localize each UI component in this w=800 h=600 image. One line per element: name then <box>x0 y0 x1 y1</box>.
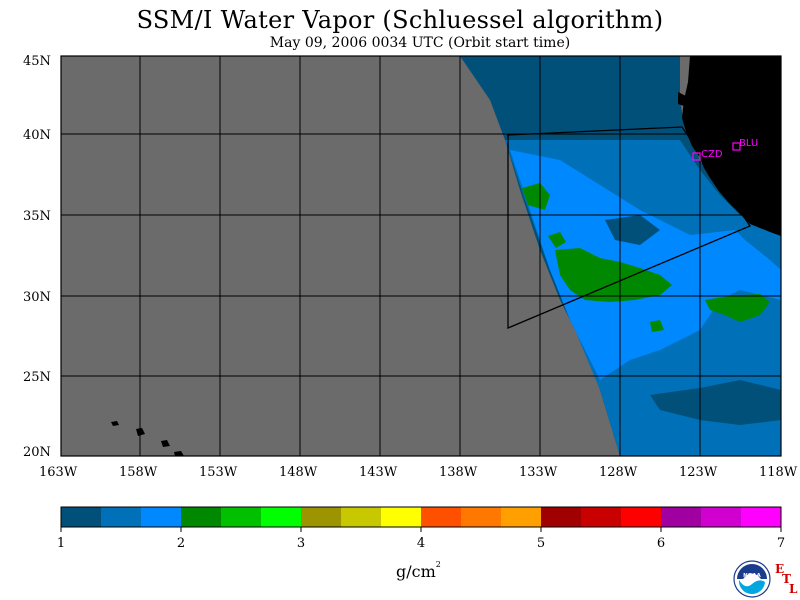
lon-label: 123W <box>679 465 718 480</box>
lon-label: 133W <box>519 465 558 480</box>
map-panel: CZD BLU <box>60 55 782 457</box>
colorbar-swatch <box>381 507 422 527</box>
swath-dark-blue-lower <box>650 380 781 425</box>
colorbar-swatch <box>61 507 102 527</box>
colorbar-unit: g/cm2 <box>396 560 441 581</box>
lon-label: 163W <box>39 465 78 480</box>
station-czd-label: CZD <box>701 149 723 160</box>
moisture-patch-small <box>548 232 566 248</box>
moisture-patch-small-2 <box>650 320 664 332</box>
etl-letter: T <box>782 572 791 586</box>
land-mass <box>682 56 781 236</box>
colorbar-swatch <box>261 507 302 527</box>
colorbar-swatch <box>541 507 582 527</box>
etl-letter: L <box>789 582 798 596</box>
lon-label: 118W <box>759 465 798 480</box>
colorbar-tick-label: 6 <box>657 536 665 551</box>
lon-label: 153W <box>199 465 238 480</box>
colorbar <box>60 506 782 528</box>
moisture-patch-central <box>555 248 672 302</box>
analysis-triangle <box>507 126 751 329</box>
lon-label: 158W <box>119 465 158 480</box>
station-czd[interactable]: CZD <box>692 149 723 161</box>
colorbar-tick-label: 7 <box>777 536 785 551</box>
colorbar-tick-label: 3 <box>297 536 305 551</box>
colorbar-swatch <box>341 507 382 527</box>
colorbar-swatch <box>621 507 662 527</box>
lon-label: 128W <box>599 465 638 480</box>
lat-label: 20N <box>23 445 51 460</box>
colorbar-swatch <box>181 507 222 527</box>
colorbar-tick-label: 5 <box>537 536 545 551</box>
lon-label: 143W <box>359 465 398 480</box>
lat-label: 30N <box>23 290 51 305</box>
unit-text: g/cm <box>396 562 436 581</box>
longitude-labels: 163W 158W 153W 148W 143W 138W 133W 128W … <box>39 465 798 480</box>
map-frame <box>60 55 782 457</box>
colorbar-swatch <box>701 507 742 527</box>
lon-label: 138W <box>439 465 478 480</box>
moisture-patch-north <box>522 183 550 210</box>
island-hawaii <box>174 451 184 456</box>
noaa-logo: NOAA <box>733 560 771 598</box>
colorbar-swatch <box>461 507 502 527</box>
lat-label: 40N <box>23 128 51 143</box>
etl-logo: E T L <box>772 560 800 598</box>
colorbar-swatch <box>581 507 622 527</box>
colorbar-tick-label: 2 <box>177 536 185 551</box>
colorbar-swatch <box>101 507 142 527</box>
moisture-patch-east <box>705 294 770 322</box>
island-maui <box>161 440 170 447</box>
colorbar-swatch <box>221 507 262 527</box>
colorbar-swatch <box>141 507 182 527</box>
noaa-logo-text: NOAA <box>743 573 761 579</box>
island-kauai <box>111 421 119 426</box>
gridlines <box>61 56 781 456</box>
lon-label: 148W <box>279 465 318 480</box>
lat-label: 35N <box>23 209 51 224</box>
map-subtitle: May 09, 2006 0034 UTC (Orbit start time) <box>269 35 571 51</box>
land-bay-detail <box>678 92 686 106</box>
etl-letter: E <box>775 562 785 576</box>
swath-dark-blue-pocket <box>605 215 660 245</box>
station-blu-label: BLU <box>739 138 758 149</box>
colorbar-swatch <box>661 507 702 527</box>
unit-superscript: 2 <box>435 560 441 569</box>
lat-label: 45N <box>23 54 51 69</box>
colorbar-swatch <box>501 507 542 527</box>
latitude-labels: 45N 40N 35N 30N 25N 20N <box>23 54 51 460</box>
colorbar-tick-label: 1 <box>57 536 65 551</box>
colorbar-swatch <box>421 507 462 527</box>
station-blu[interactable]: BLU <box>732 138 758 151</box>
colorbar-tick-label: 4 <box>417 536 425 551</box>
map-title: SSM/I Water Vapor (Schluessel algorithm) <box>136 6 664 34</box>
swath-bright-blue <box>510 150 781 380</box>
lat-label: 25N <box>23 370 51 385</box>
colorbar-swatch <box>741 507 782 527</box>
colorbar-swatch <box>301 507 342 527</box>
colorbar-ticks: 1 2 3 4 5 6 7 <box>57 527 785 551</box>
